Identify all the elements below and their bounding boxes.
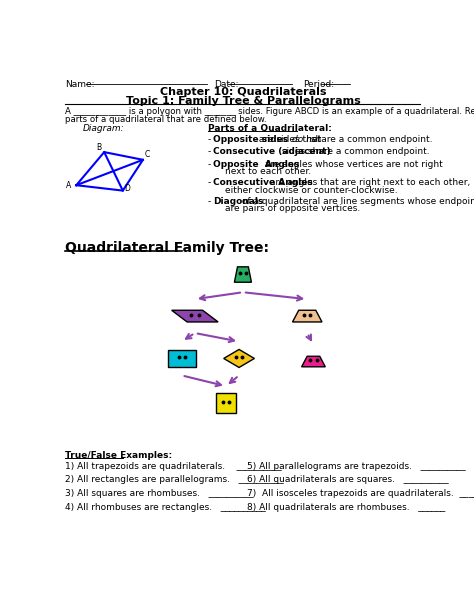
Text: next to each other.: next to each other. (225, 167, 311, 177)
Text: 7)  All isosceles trapezoids are quadrilaterals.  _____: 7) All isosceles trapezoids are quadrila… (247, 489, 474, 498)
Text: 1) All trapezoids are quadrilaterals.    __________: 1) All trapezoids are quadrilaterals. __… (65, 462, 282, 471)
Polygon shape (172, 310, 218, 322)
Text: True/False Examples:: True/False Examples: (65, 451, 173, 460)
Text: do not: do not (292, 135, 320, 144)
Bar (168, 350, 196, 367)
Text: Consecutive Angles: Consecutive Angles (213, 178, 312, 188)
Text: -: - (208, 197, 214, 206)
Text: Chapter 10: Quadrilaterals: Chapter 10: Quadrilaterals (160, 88, 326, 97)
Text: 4) All rhombuses are rectangles.   __________: 4) All rhombuses are rectangles. _______… (65, 503, 266, 512)
Text: are pairs of opposite vertices.: are pairs of opposite vertices. (225, 205, 360, 213)
Text: C: C (145, 150, 150, 159)
Text: Opposite sides: Opposite sides (213, 135, 288, 144)
Text: -: - (208, 178, 214, 188)
Text: are sides that: are sides that (256, 135, 324, 144)
Text: 6) All quadrilaterals are squares.   __________: 6) All quadrilaterals are squares. _____… (247, 476, 448, 484)
Polygon shape (235, 267, 251, 282)
Polygon shape (301, 356, 325, 367)
Text: B: B (96, 143, 101, 152)
Text: Parts of a Quadrilateral:: Parts of a Quadrilateral: (208, 124, 332, 134)
Text: -: - (208, 160, 214, 169)
Text: 3) All squares are rhombuses.   __________: 3) All squares are rhombuses. __________ (65, 489, 254, 498)
Polygon shape (224, 349, 255, 367)
Text: A: A (66, 181, 72, 189)
Text: -: - (208, 135, 214, 144)
Bar (216, 394, 236, 413)
Text: Date:: Date: (214, 80, 239, 89)
Text: Diagonals: Diagonals (213, 197, 263, 206)
Text: 8) All quadrilaterals are rhombuses.   ______: 8) All quadrilaterals are rhombuses. ___… (247, 503, 445, 512)
Text: Name:: Name: (65, 80, 95, 89)
Text: Diagram:: Diagram: (82, 124, 124, 134)
Text: A ____________ is a polygon with _______ sides. Figure ABCD is an example of a q: A ____________ is a polygon with _______… (65, 107, 474, 116)
Text: 5) All parallelograms are trapezoids.   __________: 5) All parallelograms are trapezoids. __… (247, 462, 465, 471)
Text: D: D (124, 184, 130, 192)
Text: sides share a common endpoint.: sides share a common endpoint. (279, 148, 430, 156)
Text: either clockwise or counter-clockwise.: either clockwise or counter-clockwise. (225, 186, 398, 195)
Text: Consecutive (adjacent): Consecutive (adjacent) (213, 148, 330, 156)
Text: are angles that are right next to each other,: are angles that are right next to each o… (267, 178, 470, 188)
Polygon shape (292, 310, 322, 322)
Text: Quadrilateral Family Tree:: Quadrilateral Family Tree: (65, 242, 269, 256)
Text: are angles whose vertices are not right: are angles whose vertices are not right (262, 160, 443, 169)
Text: 2) All rectangles are parallelograms.   __________: 2) All rectangles are parallelograms. __… (65, 476, 284, 484)
Text: share a common endpoint.: share a common endpoint. (308, 135, 432, 144)
Text: Topic 1: Family Tree & Parallelograms: Topic 1: Family Tree & Parallelograms (126, 96, 360, 106)
Text: of a quadrilateral are line segments whose endpoints: of a quadrilateral are line segments who… (239, 197, 474, 206)
Text: Period:: Period: (303, 80, 335, 89)
Text: parts of a quadrilateral that are defined below.: parts of a quadrilateral that are define… (65, 115, 267, 124)
Text: -: - (208, 148, 214, 156)
Text: Opposite  Angles: Opposite Angles (213, 160, 299, 169)
